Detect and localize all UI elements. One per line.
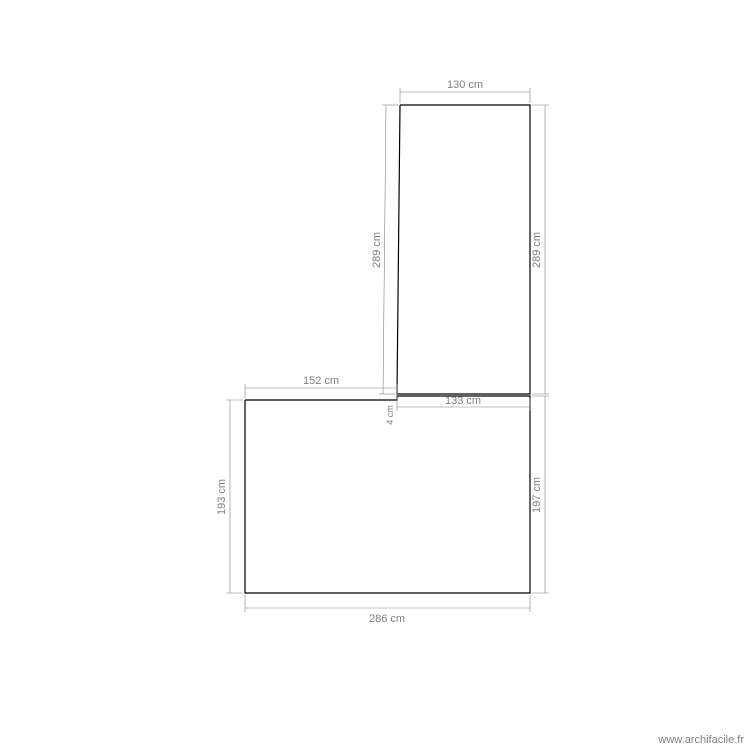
dim-bottom-label: 286 cm bbox=[369, 613, 405, 625]
upper-room-outline bbox=[397, 105, 530, 394]
dim-mid-left-label: 152 cm bbox=[303, 375, 339, 387]
floorplan-svg: 130 cm 289 cm 289 cm 152 cm 133 cm 4 cm … bbox=[0, 0, 750, 750]
dim-top: 130 cm bbox=[400, 79, 530, 103]
dim-step-label: 4 cm bbox=[385, 405, 395, 425]
dim-mid-right: 133 cm bbox=[397, 395, 530, 411]
dim-lower-left: 193 cm bbox=[216, 400, 243, 593]
dim-upper-right: 289 cm bbox=[531, 105, 549, 394]
dim-upper-left-label: 289 cm bbox=[371, 232, 383, 268]
dim-lower-right: 197 cm bbox=[531, 396, 549, 593]
dim-lower-left-label: 193 cm bbox=[216, 479, 228, 515]
dim-lower-right-label: 197 cm bbox=[531, 477, 543, 513]
dim-mid-right-label: 133 cm bbox=[445, 395, 481, 407]
dim-upper-right-label: 289 cm bbox=[531, 232, 543, 268]
watermark: www.archifacile.fr bbox=[658, 734, 744, 746]
dim-step: 4 cm bbox=[385, 405, 395, 425]
dim-bottom: 286 cm bbox=[245, 595, 530, 625]
dim-upper-left: 289 cm bbox=[371, 105, 398, 394]
dim-top-label: 130 cm bbox=[447, 79, 483, 91]
dim-mid-left: 152 cm bbox=[245, 375, 397, 398]
